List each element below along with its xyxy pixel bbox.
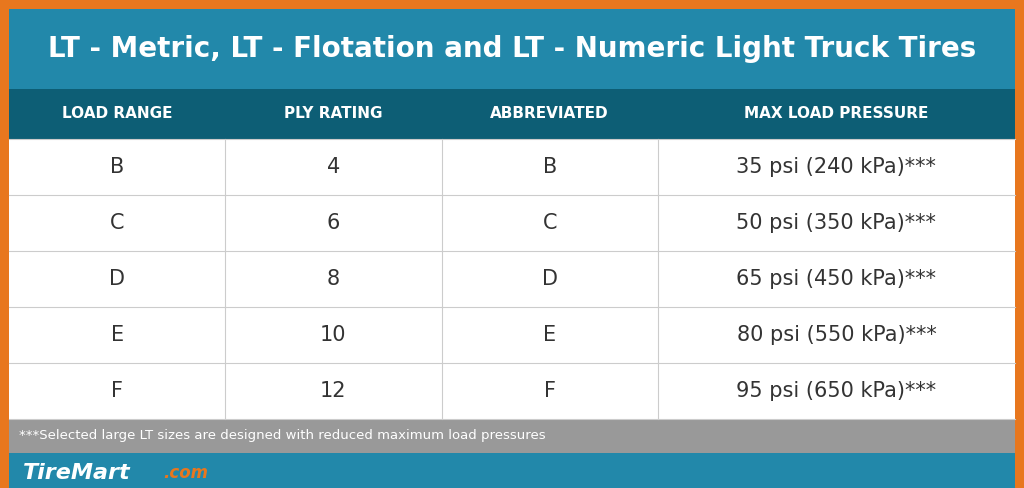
Text: B: B bbox=[543, 157, 557, 177]
Text: ***Selected large LT sizes are designed with reduced maximum load pressures: ***Selected large LT sizes are designed … bbox=[19, 429, 546, 443]
Text: D: D bbox=[110, 269, 125, 289]
Bar bbox=[9, 195, 1015, 251]
Bar bbox=[9, 89, 1015, 139]
Text: 8: 8 bbox=[327, 269, 340, 289]
Bar bbox=[9, 419, 1015, 453]
Bar bbox=[9, 363, 1015, 419]
Text: 4: 4 bbox=[327, 157, 340, 177]
Text: 80 psi (550 kPa)***: 80 psi (550 kPa)*** bbox=[736, 325, 936, 345]
Text: PLY RATING: PLY RATING bbox=[285, 106, 383, 122]
Text: F: F bbox=[112, 381, 123, 401]
Text: B: B bbox=[110, 157, 124, 177]
Text: 35 psi (240 kPa)***: 35 psi (240 kPa)*** bbox=[736, 157, 936, 177]
Bar bbox=[9, 307, 1015, 363]
Text: E: E bbox=[111, 325, 124, 345]
Bar bbox=[9, 453, 1015, 488]
Text: 50 psi (350 kPa)***: 50 psi (350 kPa)*** bbox=[736, 213, 936, 233]
Text: ABBREVIATED: ABBREVIATED bbox=[490, 106, 609, 122]
Text: 6: 6 bbox=[327, 213, 340, 233]
Bar bbox=[9, 251, 1015, 307]
Text: LOAD RANGE: LOAD RANGE bbox=[61, 106, 172, 122]
Text: 65 psi (450 kPa)***: 65 psi (450 kPa)*** bbox=[736, 269, 936, 289]
Bar bbox=[9, 139, 1015, 195]
Text: C: C bbox=[110, 213, 124, 233]
Text: 95 psi (650 kPa)***: 95 psi (650 kPa)*** bbox=[736, 381, 937, 401]
Text: .com: .com bbox=[163, 464, 208, 482]
Text: C: C bbox=[543, 213, 557, 233]
Text: F: F bbox=[544, 381, 556, 401]
Text: 12: 12 bbox=[321, 381, 347, 401]
Text: E: E bbox=[543, 325, 556, 345]
Text: D: D bbox=[542, 269, 558, 289]
Text: LT - Metric, LT - Flotation and LT - Numeric Light Truck Tires: LT - Metric, LT - Flotation and LT - Num… bbox=[48, 35, 976, 63]
Bar bbox=[9, 9, 1015, 89]
Text: MAX LOAD PRESSURE: MAX LOAD PRESSURE bbox=[744, 106, 929, 122]
Text: 10: 10 bbox=[321, 325, 347, 345]
Text: TireMart: TireMart bbox=[23, 463, 131, 483]
